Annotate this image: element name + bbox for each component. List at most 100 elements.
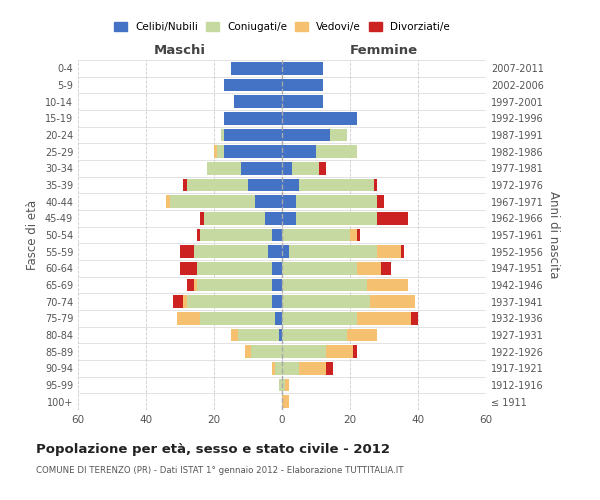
Bar [197, 229, 200, 241]
Bar [278, 379, 282, 391]
Bar [231, 62, 282, 74]
Bar [180, 262, 197, 274]
Bar [282, 96, 323, 108]
Bar [231, 329, 238, 341]
Bar [207, 162, 241, 174]
Bar [282, 329, 347, 341]
Y-axis label: Fasce di età: Fasce di età [26, 200, 39, 270]
Bar [272, 362, 275, 374]
Bar [316, 146, 357, 158]
Bar [194, 246, 268, 258]
Bar [282, 162, 292, 174]
Bar [248, 179, 282, 192]
Bar [184, 296, 187, 308]
Bar [214, 146, 217, 158]
Text: Femmine: Femmine [350, 44, 418, 57]
Bar [282, 112, 357, 124]
Bar [377, 196, 384, 208]
Bar [224, 129, 282, 141]
Text: Popolazione per età, sesso e stato civile - 2012: Popolazione per età, sesso e stato civil… [36, 442, 390, 456]
Bar [329, 129, 347, 141]
Bar [282, 196, 296, 208]
Bar [245, 346, 251, 358]
Bar [265, 212, 282, 224]
Bar [221, 129, 224, 141]
Bar [224, 112, 282, 124]
Bar [282, 262, 357, 274]
Bar [282, 246, 289, 258]
Bar [272, 262, 282, 274]
Bar [176, 312, 200, 324]
Bar [180, 246, 194, 258]
Bar [377, 212, 408, 224]
Bar [357, 229, 360, 241]
Bar [282, 346, 326, 358]
Bar [299, 362, 326, 374]
Bar [380, 262, 391, 274]
Bar [241, 162, 282, 174]
Bar [357, 312, 411, 324]
Bar [282, 279, 367, 291]
Bar [170, 196, 255, 208]
Bar [238, 329, 278, 341]
Bar [353, 346, 357, 358]
Bar [377, 246, 401, 258]
Bar [319, 162, 326, 174]
Bar [374, 179, 377, 192]
Bar [197, 262, 272, 274]
Bar [357, 262, 380, 274]
Bar [166, 196, 170, 208]
Bar [200, 212, 204, 224]
Bar [272, 279, 282, 291]
Bar [367, 279, 408, 291]
Bar [200, 229, 272, 241]
Bar [282, 79, 323, 92]
Bar [286, 379, 289, 391]
Bar [296, 212, 377, 224]
Bar [194, 279, 197, 291]
Bar [282, 212, 296, 224]
Text: COMUNE DI TERENZO (PR) - Dati ISTAT 1° gennaio 2012 - Elaborazione TUTTITALIA.IT: COMUNE DI TERENZO (PR) - Dati ISTAT 1° g… [36, 466, 404, 475]
Bar [217, 146, 224, 158]
Bar [278, 329, 282, 341]
Bar [326, 346, 353, 358]
Bar [282, 146, 316, 158]
Legend: Celibi/Nubili, Coniugati/e, Vedovi/e, Divorziati/e: Celibi/Nubili, Coniugati/e, Vedovi/e, Di… [110, 18, 454, 36]
Bar [282, 62, 323, 74]
Bar [272, 296, 282, 308]
Bar [326, 362, 333, 374]
Bar [184, 179, 187, 192]
Bar [204, 212, 265, 224]
Bar [370, 296, 415, 308]
Bar [224, 79, 282, 92]
Bar [272, 229, 282, 241]
Bar [282, 296, 370, 308]
Bar [299, 179, 374, 192]
Bar [282, 179, 299, 192]
Bar [282, 312, 357, 324]
Bar [282, 229, 350, 241]
Bar [282, 129, 329, 141]
Bar [224, 146, 282, 158]
Bar [411, 312, 418, 324]
Bar [251, 346, 282, 358]
Y-axis label: Anni di nascita: Anni di nascita [547, 192, 560, 278]
Bar [173, 296, 184, 308]
Bar [401, 246, 404, 258]
Bar [282, 379, 286, 391]
Bar [268, 246, 282, 258]
Bar [255, 196, 282, 208]
Text: Maschi: Maschi [154, 44, 206, 57]
Bar [275, 312, 282, 324]
Bar [200, 312, 275, 324]
Bar [292, 162, 319, 174]
Bar [350, 229, 357, 241]
Bar [289, 246, 377, 258]
Bar [197, 279, 272, 291]
Bar [235, 96, 282, 108]
Bar [187, 296, 272, 308]
Bar [187, 279, 194, 291]
Bar [282, 396, 289, 408]
Bar [296, 196, 377, 208]
Bar [347, 329, 377, 341]
